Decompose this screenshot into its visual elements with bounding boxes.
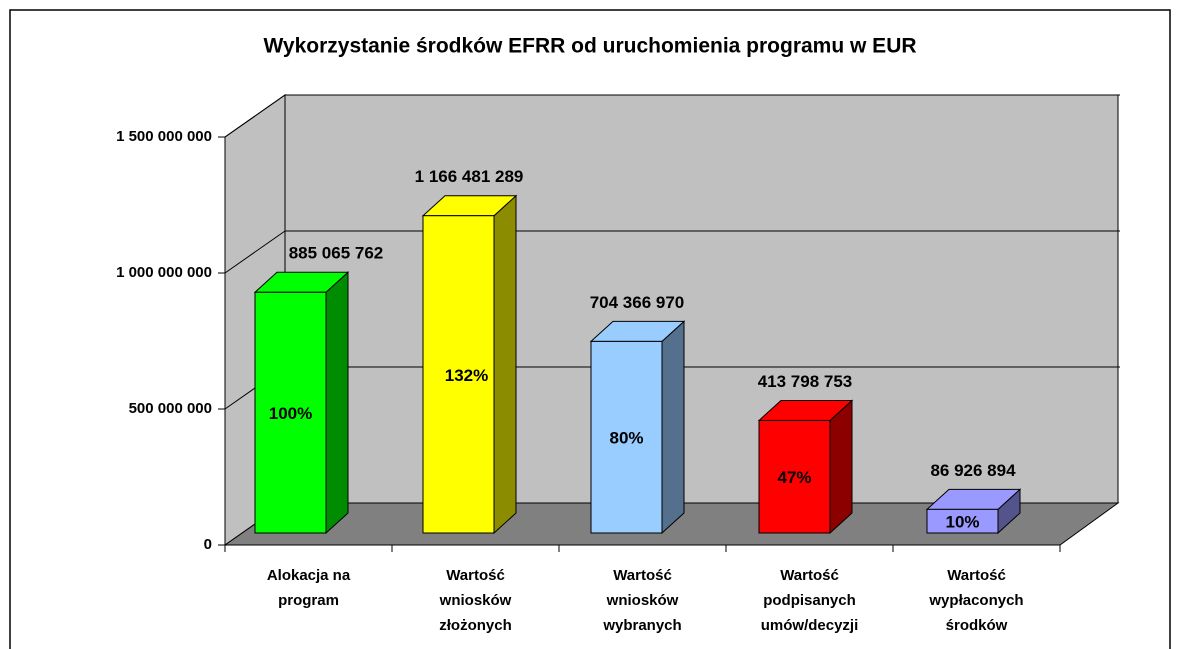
bar-side [829,399,853,535]
x-tick-label: Wartość [613,567,672,584]
x-tick-label: Alokacja na [267,567,351,584]
percent-label: 10% [945,513,979,532]
y-tick-label: 1 000 000 000 [116,264,212,281]
percent-label: 80% [609,429,643,448]
percent-label: 100% [269,404,312,423]
x-tick-label: wypłaconych [928,592,1023,609]
grid-line [224,94,286,138]
bar [254,291,327,534]
back-wall [284,94,1119,504]
x-tick-label: Wartość [947,567,1006,584]
y-tick-label: 1 500 000 000 [116,128,212,145]
value-label: 413 798 753 [758,372,853,391]
bar-side [661,320,685,535]
bar-side [493,194,517,535]
y-tick-label: 0 [204,536,212,553]
x-tick-label: podpisanych [763,592,856,609]
x-tick-label: Wartość [780,567,839,584]
x-tick-label: wniosków [606,592,679,609]
y-tick-label: 500 000 000 [129,400,212,417]
bar [758,419,831,534]
bar [422,215,495,534]
x-tick-label: Wartość [446,567,505,584]
value-label: 885 065 762 [289,244,384,263]
bar [926,508,999,534]
percent-label: 47% [777,468,811,487]
value-label: 1 166 481 289 [415,167,524,186]
bar-side [325,271,349,535]
x-tick-label: złożonych [439,617,512,634]
value-label: 86 926 894 [930,461,1016,480]
percent-label: 132% [445,366,488,385]
x-tick-label: program [278,592,339,609]
value-label: 704 366 970 [590,293,685,312]
bar [590,340,663,534]
x-tick-label: wybranych [602,617,681,634]
chart-title: Wykorzystanie środków EFRR od uruchomien… [263,35,916,58]
grid-line [224,230,286,274]
x-tick-label: wniosków [439,592,512,609]
x-tick-label: środków [946,617,1008,634]
x-tick-label: umów/decyzji [761,617,859,634]
